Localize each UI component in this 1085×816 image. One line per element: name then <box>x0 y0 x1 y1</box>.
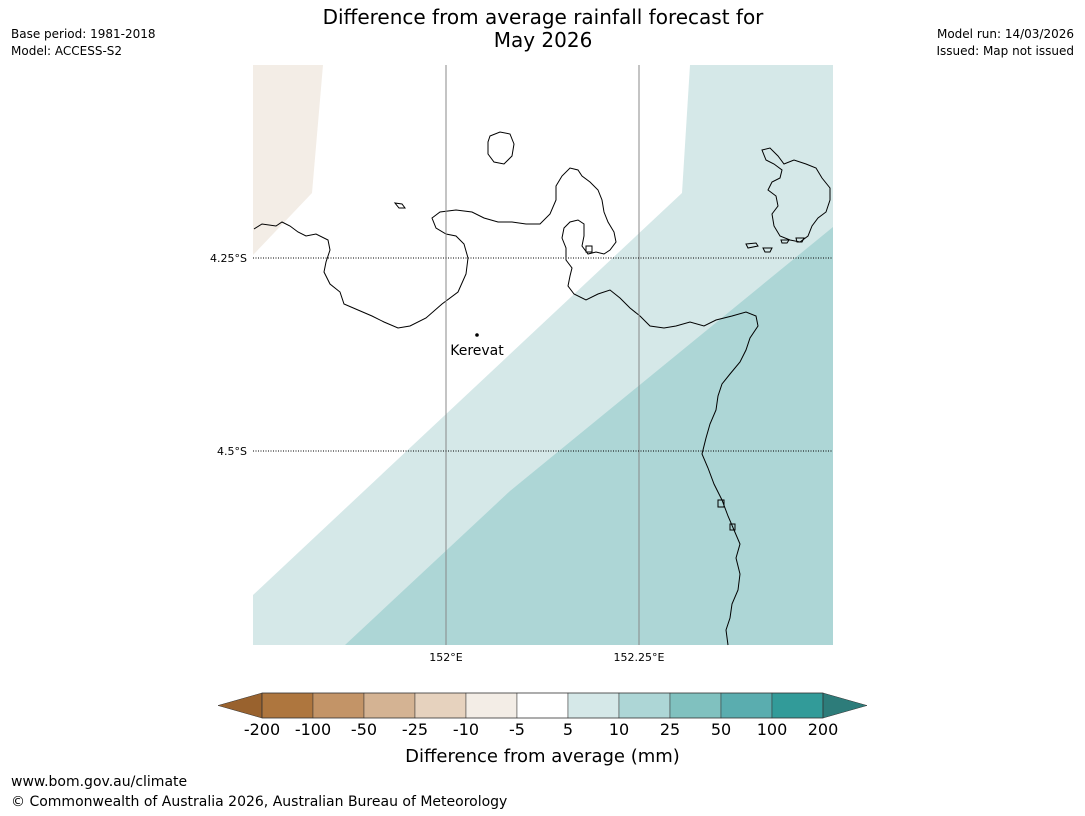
colorbar-bins <box>261 692 824 719</box>
colorbar-outline <box>261 692 824 719</box>
colorbar-bin <box>261 692 314 719</box>
meridians <box>445 65 640 645</box>
title-line-1: Difference from average rainfall forecas… <box>322 5 764 29</box>
colorbar-bin <box>771 692 824 719</box>
colorbar-tick-label: -200 <box>244 720 280 739</box>
colorbar-tick-label: -100 <box>295 720 331 739</box>
colorbar-tick-label: -10 <box>453 720 479 739</box>
colorbar-tick-label: 5 <box>563 720 573 739</box>
colorbar-tick-label: 25 <box>660 720 680 739</box>
lat-label-4-25s: 4.25°S <box>210 252 247 265</box>
colorbar-bin <box>618 692 671 719</box>
coastline-islet-7 <box>729 523 736 531</box>
footer-url: www.bom.gov.au/climate <box>11 774 188 790</box>
footer-copyright: © Commonwealth of Australia 2026, Austra… <box>11 794 508 810</box>
coastline-small-island-north <box>487 131 515 165</box>
colorbar-title: Difference from average (mm) <box>405 746 680 767</box>
kerevat-label: Kerevat <box>450 343 504 359</box>
map-panel: Kerevat 4.25°S 4.5°S 152°E 152.25°E <box>210 65 833 664</box>
region-minus10-to-minus5mm <box>253 65 323 255</box>
colorbar-bin <box>720 692 773 719</box>
colorbar-under-triangle <box>217 692 263 719</box>
colorbar-bin <box>312 692 365 719</box>
coastline-small-island-west <box>393 202 406 209</box>
issued-text: Issued: Map not issued <box>936 44 1074 58</box>
coastline-islet-1 <box>745 242 759 249</box>
colorbar-tick-labels: -200 -100 -50 -25 -10 -5 5 10 25 50 100 200 <box>244 720 838 739</box>
colorbar-over-triangle <box>822 692 868 719</box>
coastline-islet-4 <box>795 237 805 243</box>
coastline-islet-2 <box>762 247 773 253</box>
rainfall-regions <box>253 65 833 645</box>
coastline-gazelle-peninsula <box>253 167 759 646</box>
lon-label-152e: 152°E <box>429 651 462 664</box>
colorbar-tick-label: -5 <box>509 720 525 739</box>
lat-label-4-5s: 4.5°S <box>217 445 247 458</box>
colorbar-tick-label: 10 <box>609 720 629 739</box>
colorbar: -200 -100 -50 -25 -10 -5 5 10 25 50 100 200 Differe… <box>217 692 868 767</box>
coastline-islet-5 <box>585 245 593 253</box>
colorbar-bin <box>465 692 518 719</box>
lon-label-152-25e: 152.25°E <box>614 651 665 664</box>
colorbar-bin <box>516 692 569 719</box>
model-text: Model: ACCESS-S2 <box>11 44 123 58</box>
base-period-text: Base period: 1981-2018 <box>11 27 156 41</box>
colorbar-tick-label: -25 <box>402 720 428 739</box>
title-line-2: May 2026 <box>493 28 593 52</box>
colorbar-bin <box>363 692 416 719</box>
colorbar-tick-label: 100 <box>757 720 788 739</box>
coastline-islet-6 <box>717 499 725 508</box>
coastlines <box>253 131 831 646</box>
kerevat-marker <box>475 333 479 337</box>
parallels <box>253 257 833 452</box>
model-run-text: Model run: 14/03/2026 <box>936 27 1074 41</box>
colorbar-tick-label: 200 <box>808 720 839 739</box>
colorbar-tick-label: 50 <box>711 720 731 739</box>
coastline-islet-3 <box>780 239 790 244</box>
page-title: Difference from average rainfall forecas… <box>243 6 843 52</box>
colorbar-tick-label: -50 <box>351 720 377 739</box>
region-10-to-25mm <box>345 227 833 645</box>
metadata-left: Base period: 1981-2018 Model: ACCESS-S2 <box>11 26 156 60</box>
colorbar-bin <box>669 692 722 719</box>
colorbar-bin <box>414 692 467 719</box>
colorbar-bin <box>567 692 620 719</box>
metadata-right: Model run: 14/03/2026 Issued: Map not is… <box>936 26 1074 60</box>
